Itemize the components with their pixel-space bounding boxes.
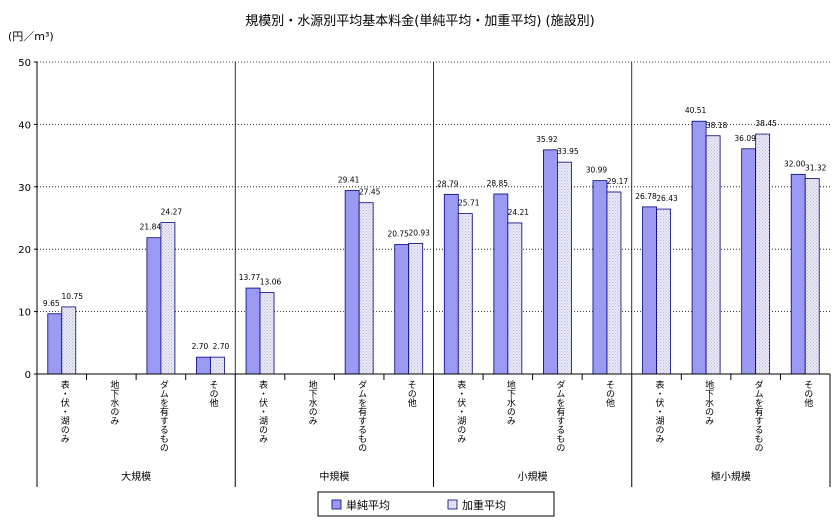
data-label: 20.75 — [387, 230, 409, 239]
bar-simple-average — [592, 180, 608, 375]
category-label: ダムを有するもの — [158, 379, 169, 452]
data-label: 20.93 — [408, 228, 430, 237]
y-tick-label: 30 — [18, 183, 31, 194]
bar-simple-average — [741, 148, 757, 375]
data-label: 36.09 — [734, 134, 756, 143]
category-label: 地下水のみ — [307, 379, 318, 425]
bar-weighted-average — [557, 161, 572, 375]
data-label: 28.79 — [437, 179, 459, 188]
bar-simple-average — [790, 173, 806, 375]
group-label: 大規模 — [121, 470, 151, 483]
y-tick-label: 50 — [18, 58, 31, 69]
category-label: ダムを有するもの — [554, 379, 565, 452]
data-label: 29.41 — [338, 175, 360, 184]
group-label: 小規模 — [518, 471, 548, 483]
group-label: 中規模 — [319, 470, 349, 483]
bar-simple-average — [394, 244, 410, 375]
legend-swatch-weighted — [447, 499, 458, 510]
legend-label: 加重平均 — [462, 498, 506, 512]
bar-simple-average — [344, 190, 360, 375]
legend: 単純平均 加重平均 — [317, 491, 555, 517]
bar-simple-average — [245, 287, 261, 375]
data-label: 2.70 — [213, 342, 230, 351]
bar-simple-average — [543, 149, 558, 375]
legend-label: 単純平均 — [346, 498, 390, 512]
data-label: 31.32 — [805, 164, 827, 173]
bar-weighted-average — [457, 213, 473, 375]
bar-simple-average — [146, 237, 162, 375]
category-label: 表・伏・湖のみ — [257, 379, 268, 443]
bar-simple-average — [691, 120, 707, 375]
data-label: 35.92 — [536, 135, 558, 144]
data-label: 25.71 — [458, 199, 480, 208]
data-label: 29.17 — [607, 177, 629, 186]
bar-simple-average — [642, 206, 657, 375]
bar-weighted-average — [705, 135, 721, 375]
data-label: 27.45 — [359, 188, 381, 197]
data-label: 9.65 — [43, 299, 60, 308]
bar-weighted-average — [606, 191, 622, 375]
bar-weighted-average — [259, 292, 275, 375]
bar-weighted-average — [656, 208, 671, 375]
y-axis-label: (円／m³) — [8, 30, 54, 43]
bar-simple-average — [443, 193, 459, 375]
data-label: 33.95 — [557, 147, 579, 156]
bar-weighted-average — [408, 242, 424, 375]
data-label: 2.70 — [192, 342, 209, 351]
bar-weighted-average — [755, 133, 771, 375]
chart-title: 規模別・水源別平均基本料金(単純平均・加重平均) (施設別) — [245, 13, 594, 29]
y-tick-label: 0 — [25, 370, 31, 381]
category-label: ダムを有するもの — [753, 379, 764, 452]
category-label: その他 — [406, 380, 417, 408]
bar-weighted-average — [507, 222, 523, 375]
bar-simple-average — [493, 193, 509, 375]
category-label: 地下水のみ — [703, 379, 714, 425]
data-labels: 9.65 21.84 2.70 13.77 29.41 20.75 28.79 28.85 35… — [43, 106, 827, 351]
data-label: 38.18 — [706, 121, 728, 130]
category-label: 表・伏・湖のみ — [59, 379, 70, 443]
bar-weighted-average — [804, 178, 820, 375]
category-label: 表・伏・湖のみ — [455, 379, 466, 443]
data-label: 26.43 — [656, 194, 678, 203]
y-tick-label: 20 — [18, 245, 31, 256]
bar-simple-average — [47, 313, 63, 375]
bar-weighted-average — [358, 202, 374, 375]
y-tick-label: 40 — [18, 120, 31, 131]
category-label: 地下水のみ — [108, 379, 119, 425]
data-label: 24.27 — [161, 208, 183, 217]
data-label: 26.78 — [635, 192, 657, 201]
legend-box — [317, 491, 555, 517]
data-label: 21.84 — [140, 223, 162, 232]
data-label: 40.51 — [685, 106, 707, 115]
bar-weighted-average — [160, 222, 176, 375]
data-label: 24.21 — [508, 208, 530, 217]
group-label: 極小規模 — [711, 470, 751, 483]
category-label: その他 — [802, 380, 813, 408]
data-label: 10.75 — [62, 292, 84, 301]
data-label: 28.85 — [487, 179, 509, 188]
category-label: ダムを有するもの — [356, 379, 367, 452]
category-label: 表・伏・湖のみ — [654, 379, 665, 443]
data-label: 30.99 — [586, 166, 608, 175]
bar-weighted-average — [210, 356, 225, 375]
category-label: その他 — [604, 380, 615, 408]
bar-simple-average — [196, 356, 211, 375]
data-label: 13.77 — [239, 273, 261, 282]
bar-weighted-average — [61, 306, 77, 375]
legend-swatch-simple — [331, 499, 342, 510]
data-label: 13.06 — [260, 278, 282, 287]
data-label: 38.45 — [755, 119, 777, 128]
y-tick-label: 10 — [18, 308, 31, 319]
data-label: 32.00 — [784, 159, 806, 168]
category-label: 地下水のみ — [505, 379, 516, 425]
category-label: その他 — [207, 380, 218, 408]
